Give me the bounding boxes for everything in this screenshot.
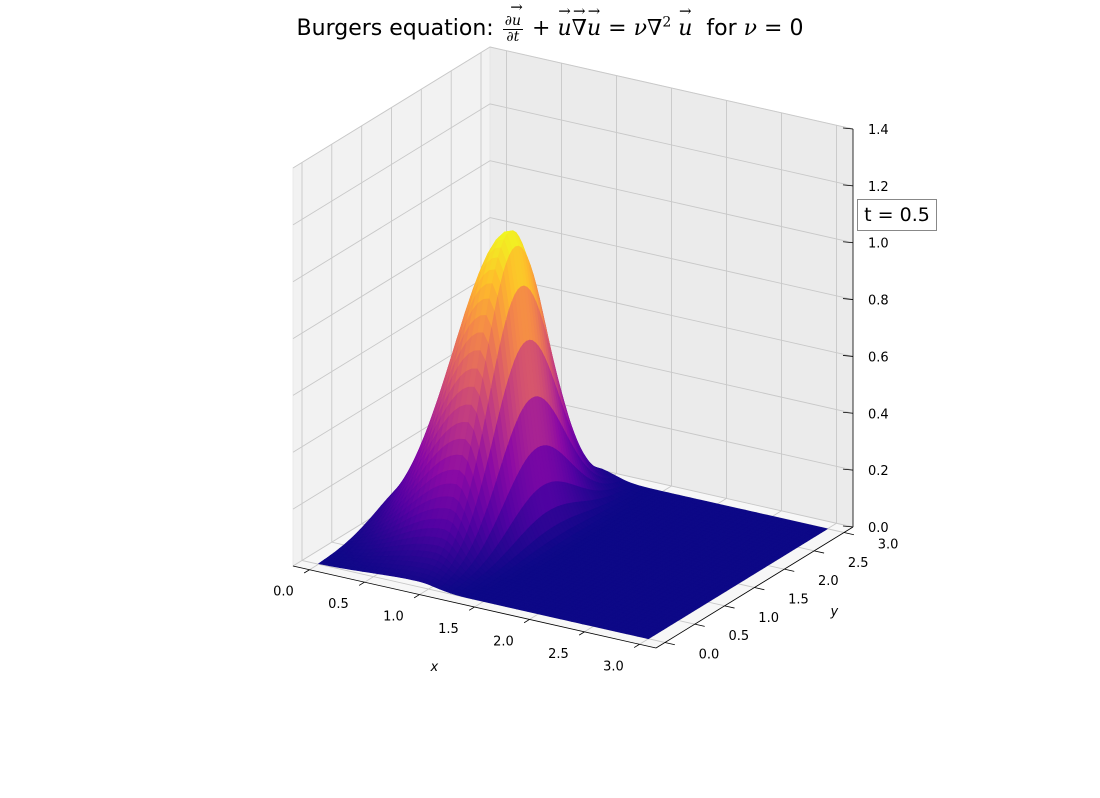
x-axis-label: x	[430, 660, 439, 675]
x-tick-mark	[413, 594, 420, 599]
z-tick-mark	[842, 241, 854, 244]
y-tick-mark	[843, 532, 855, 536]
title-nu: ν =	[743, 16, 790, 42]
y-tick-label: 1.5	[788, 593, 809, 608]
y-tick-label: 3.0	[878, 538, 899, 553]
y-tick-mark	[694, 623, 705, 627]
z-gridline	[292, 160, 854, 283]
x-tick-mark	[633, 643, 640, 648]
z-tick-label: 1.2	[868, 180, 889, 195]
z-tick-label: 0.6	[868, 350, 889, 365]
x-tick-label: 0.5	[328, 597, 349, 612]
y-tick-label: 0.0	[699, 648, 720, 663]
y-tick-mark	[664, 642, 675, 646]
y-tick-mark	[754, 587, 765, 591]
z-axis-ticks: 0.0 0.2 0.4 0.6 0.8 1.0 1.2 1.4	[842, 123, 889, 536]
title-prefix: Burgers equation:	[296, 16, 494, 42]
surface-mesh	[318, 230, 828, 640]
time-annotation: t = 0.5	[857, 199, 937, 231]
y-tick-label: 1.0	[758, 611, 779, 626]
z-tick-mark	[842, 127, 854, 130]
z-tick-label: 1.4	[868, 123, 889, 138]
x-tick-mark	[303, 569, 310, 574]
z-tick-mark	[842, 411, 854, 414]
x-tick-mark	[358, 581, 365, 586]
y-tick-mark	[724, 605, 735, 609]
y-tick-label: 0.5	[728, 629, 749, 644]
title-nu-value: 0	[789, 16, 804, 42]
chart-title: Burgers equation: ∂u∂t + u∇u = ν∇2 u for…	[0, 14, 1100, 44]
z-tick-mark	[842, 184, 854, 187]
y-axis-ticks: 0.0 0.5 1.0 1.5 2.0 2.5 3.0	[664, 532, 899, 663]
z-tick-label: 0.4	[868, 407, 889, 422]
z-tick-mark	[842, 525, 854, 528]
z-gridline	[292, 217, 854, 339]
x-tick-label: 3.0	[603, 659, 624, 674]
y-axis-label: y	[830, 605, 839, 620]
y-tick-label: 2.5	[848, 556, 869, 571]
z-tick-label: 0.0	[868, 521, 889, 536]
surface-facet	[642, 635, 652, 640]
y-tick-mark	[784, 568, 795, 572]
z-tick-mark	[842, 468, 854, 471]
y-tick-mark	[814, 550, 825, 554]
x-tick-label: 1.0	[383, 610, 404, 625]
title-fraction: ∂u∂t	[502, 14, 523, 44]
title-equation: + u∇u = ν∇2 u	[532, 15, 692, 41]
x-tick-label: 0.0	[273, 585, 294, 600]
z-tick-label: 1.0	[868, 237, 889, 252]
z-tick-label: 0.2	[868, 464, 889, 479]
title-suffix: for	[706, 16, 737, 42]
x-tick-label: 1.5	[438, 622, 459, 637]
z-gridline	[292, 103, 854, 226]
x-tick-label: 2.0	[493, 634, 514, 649]
x-tick-mark	[523, 619, 530, 624]
z-gridline	[292, 46, 854, 169]
z-tick-mark	[842, 355, 854, 357]
x-tick-mark	[468, 606, 475, 611]
x-tick-label: 2.5	[548, 647, 569, 662]
z-tick-label: 0.8	[868, 294, 889, 309]
z-tick-mark	[842, 298, 854, 300]
x-axis-ticks: 0.0 0.5 1.0 1.5 2.0 2.5 3.0	[273, 569, 640, 674]
x-tick-mark	[578, 631, 585, 636]
y-tick-label: 2.0	[818, 574, 839, 589]
